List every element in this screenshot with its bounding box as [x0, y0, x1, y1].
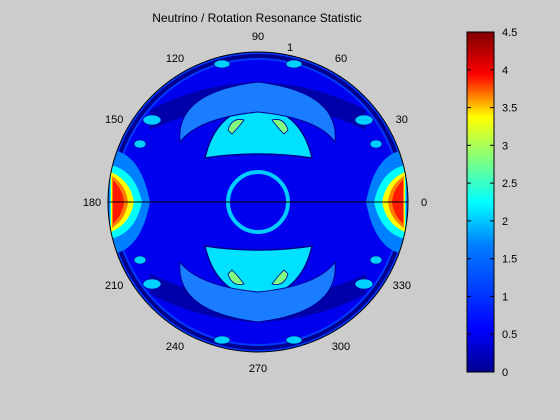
upper-green-lobe-right	[271, 119, 289, 135]
colorbar-tick-label-4: 4	[502, 65, 508, 77]
colorbar-tick-label-0: 0	[502, 367, 508, 379]
angle-tick-30: 30	[396, 114, 408, 126]
lower-green-lobe-right	[271, 269, 289, 285]
colorbar-tick-label-4.5: 4.5	[502, 27, 517, 39]
lower-cyan-region	[204, 245, 313, 300]
colorbar	[466, 31, 495, 373]
upper-cyan-region	[204, 104, 313, 159]
angle-tick-240: 240	[166, 341, 184, 353]
angle-tick-60: 60	[335, 53, 347, 65]
angle-tick-labels: 0 30 60 90 120 150 180 210 240 270 300 330	[83, 31, 427, 375]
angle-tick-150: 150	[105, 114, 123, 126]
colorbar-tick-label-1.5: 1.5	[502, 254, 517, 266]
colorbar-tick-label-1: 1	[502, 291, 508, 303]
angle-tick-120: 120	[166, 53, 184, 65]
angle-tick-0: 0	[421, 197, 427, 209]
angle-tick-90: 90	[252, 31, 264, 43]
disc-bottom-dark-band	[150, 274, 366, 322]
angle-tick-180: 180	[83, 197, 101, 209]
disc-top-dark-band	[150, 82, 366, 130]
angle-tick-330: 330	[393, 280, 411, 292]
colorbar-tick-label-3.5: 3.5	[502, 103, 517, 115]
lower-green-lobe-left	[227, 269, 245, 285]
angle-tick-210: 210	[105, 280, 123, 292]
colorbar-tick-label-2: 2	[502, 216, 508, 228]
edge-speckle-patches	[133, 59, 383, 345]
colorbar-tick-label-0.5: 0.5	[502, 329, 517, 341]
upper-green-lobe-left	[227, 119, 245, 135]
extra-label: 1	[287, 42, 293, 54]
colorbar-tick-label-2.5: 2.5	[502, 178, 517, 190]
colorbar-ticks: 0 0.5 1 1.5 2 2.5 3 3.5 4 4.5	[467, 27, 517, 379]
angle-tick-270: 270	[249, 363, 267, 375]
angle-tick-300: 300	[332, 341, 350, 353]
chart-title: Neutrino / Rotation Resonance Statistic	[152, 11, 361, 25]
lower-outer-cyan-lobe	[179, 260, 336, 323]
upper-outer-cyan-lobe	[179, 81, 336, 144]
colorbar-tick-label-3: 3	[502, 140, 508, 152]
